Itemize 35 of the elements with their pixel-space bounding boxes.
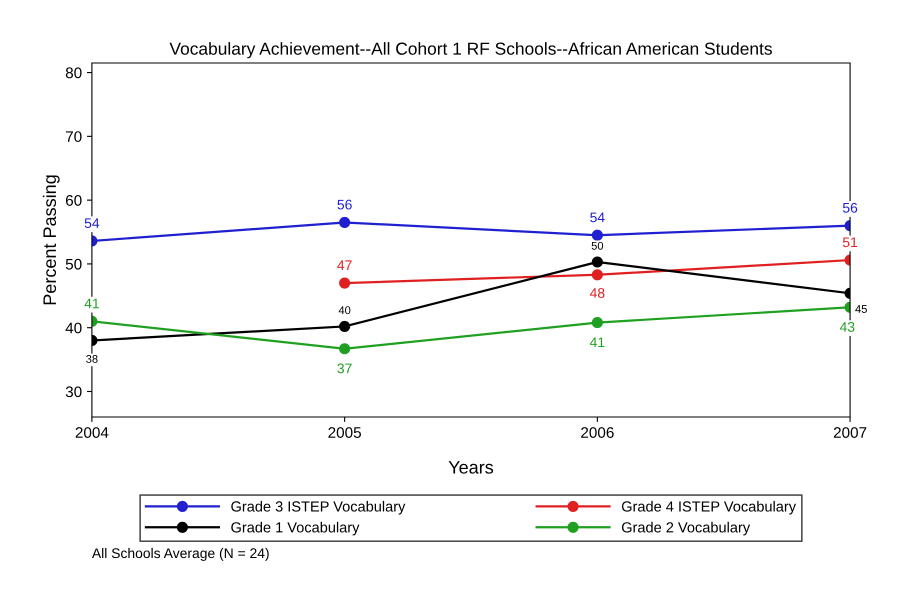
legend-label: Grade 3 ISTEP Vocabulary	[231, 500, 406, 515]
legend-label: Grade 4 ISTEP Vocabulary	[622, 500, 796, 515]
data-label: 50	[592, 242, 604, 250]
data-label: 38	[86, 355, 98, 363]
x-tick-label: 2005	[328, 427, 361, 438]
legend-label: Grade 1 Vocabulary	[231, 522, 360, 536]
x-axis-title: Years	[448, 461, 494, 474]
data-label: 40	[338, 306, 350, 314]
data-label: 56	[337, 200, 352, 210]
data-label: 47	[337, 260, 352, 270]
text: All Schools Average (N = 24)	[92, 548, 269, 561]
data-label: 45	[855, 305, 867, 313]
x-tick-label: 2006	[581, 427, 614, 438]
data-label: 37	[337, 363, 352, 374]
data-label: 48	[590, 288, 604, 298]
y-tick-label: 80	[66, 67, 82, 78]
y-tick-label: 40	[66, 322, 82, 334]
y-axis-title: Percent Passing	[42, 175, 60, 304]
data-label: 54	[590, 212, 605, 222]
data-label: 56	[842, 202, 858, 213]
y-tick-label: 60	[66, 195, 82, 206]
data-label: 54	[84, 218, 100, 228]
x-tick-label: 2007	[834, 427, 866, 438]
y-tick-label: 50	[66, 258, 82, 270]
y-tick-label: 70	[66, 131, 82, 142]
y-tick-label: 30	[66, 386, 82, 398]
data-label: 41	[84, 298, 99, 308]
data-label: 41	[590, 337, 604, 348]
data-label: 51	[842, 237, 858, 248]
legend-label: Grade 2 Vocabulary	[622, 522, 750, 536]
point	[339, 278, 350, 289]
chart-title: Vocabulary Achievement--All Cohort 1 RF Schools--African American Students	[170, 42, 772, 58]
x-tick-label: 2004	[76, 427, 108, 438]
data-label: 43	[840, 322, 854, 332]
point	[592, 269, 603, 280]
